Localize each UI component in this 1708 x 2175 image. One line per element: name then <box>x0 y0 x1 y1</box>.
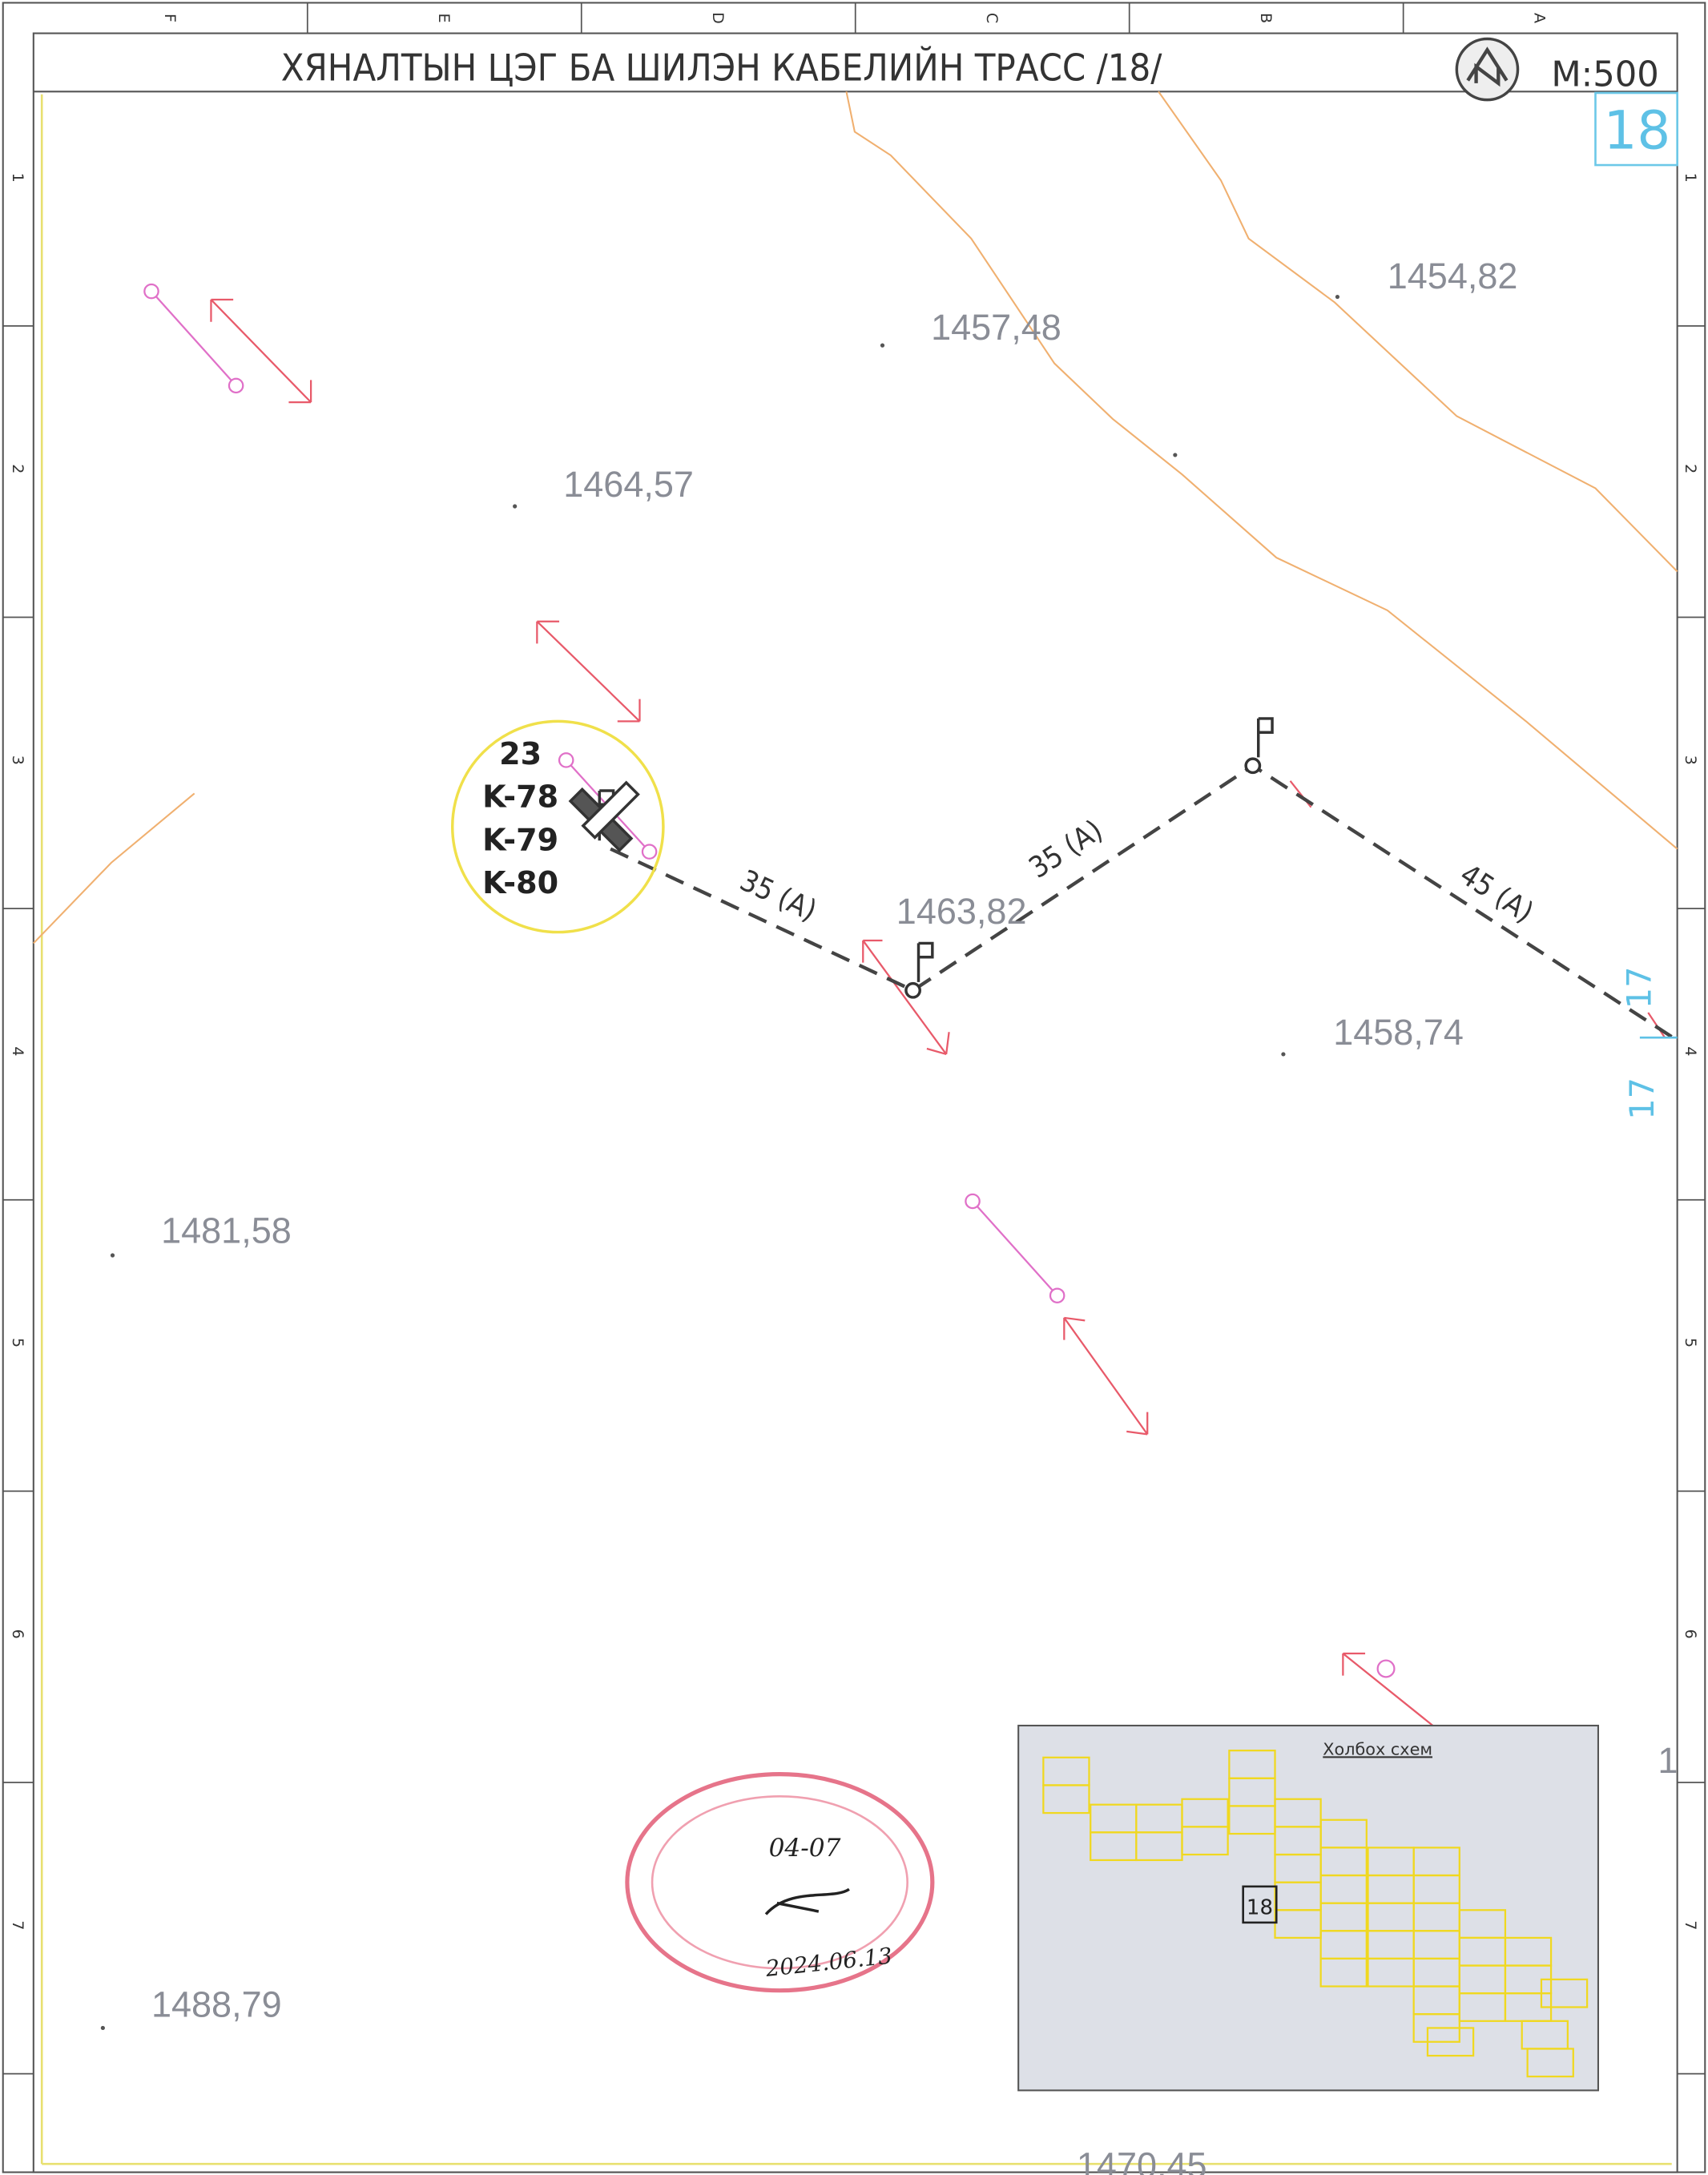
node-label: K-78 <box>482 779 558 815</box>
elevation: 1454,82 <box>1388 256 1518 296</box>
inset-sheet: 18 <box>1247 1895 1273 1919</box>
row-label: 5 <box>9 1338 26 1347</box>
north-arrow <box>1456 38 1517 99</box>
column-label: A <box>1531 13 1549 23</box>
row-label: 2 <box>1682 464 1699 473</box>
column-label: C <box>983 13 1001 23</box>
row-label: 4 <box>9 1046 26 1056</box>
node-label: 23 <box>499 736 542 771</box>
row-label: 3 <box>1682 755 1699 765</box>
elevation: 1 <box>1658 1740 1678 1781</box>
row-label: 6 <box>1682 1629 1699 1639</box>
elevation: 1481,58 <box>161 1210 292 1251</box>
sheet-number: 18 <box>1604 99 1671 161</box>
title: ХЯНАЛТЫН ЦЭГ БА ШИЛЭН КАБЕЛИЙН ТРАСС /18… <box>281 46 1163 90</box>
elevation: 1488,79 <box>151 1984 282 2025</box>
node-label: K-80 <box>482 865 558 900</box>
inset-title: Холбох схем <box>1323 1739 1432 1758</box>
scale: M:500 <box>1551 54 1659 95</box>
row-label: 4 <box>1682 1046 1699 1056</box>
elevation: 1458,74 <box>1333 1012 1464 1053</box>
node-label: K-79 <box>482 822 558 857</box>
row-label: 7 <box>9 1920 26 1930</box>
row-label: 1 <box>1682 173 1699 183</box>
row-label: 3 <box>9 755 26 765</box>
column-label: E <box>435 13 453 22</box>
row-label: 1 <box>9 173 26 183</box>
elevation: 1457,48 <box>931 307 1061 348</box>
elevation: 1463,82 <box>896 891 1027 932</box>
match-label: 17 <box>1622 1077 1662 1120</box>
index-inset: Холбох схем 18 <box>1018 1726 1598 2090</box>
column-label: F <box>161 14 179 22</box>
elevation: 1464,57 <box>563 464 694 505</box>
row-label: 6 <box>9 1629 26 1639</box>
row-label: 2 <box>9 464 26 473</box>
elevation: 1470,45 <box>1077 2145 1207 2175</box>
row-label: 5 <box>1682 1338 1699 1347</box>
column-label: D <box>709 12 727 24</box>
match-label: 17 <box>1620 966 1659 1009</box>
stamp-text: 04-07 <box>769 1834 841 1863</box>
row-label: 7 <box>1682 1920 1699 1930</box>
map-sheet: ХЯНАЛТЫН ЦЭГ БА ШИЛЭН КАБЕЛИЙН ТРАСС /18… <box>0 0 1708 2175</box>
column-label: B <box>1257 13 1275 23</box>
